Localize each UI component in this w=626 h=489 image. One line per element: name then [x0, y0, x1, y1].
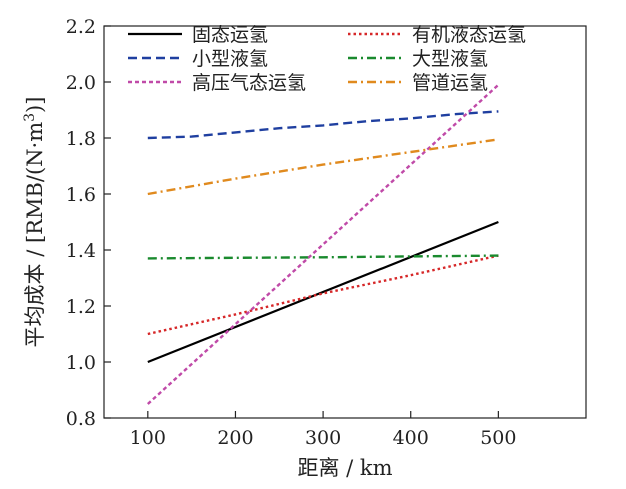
series-line: [146, 83, 500, 405]
y-tick-label: 1.4: [66, 240, 96, 262]
series-line: [147, 110, 499, 140]
y-axis-title-main: 平均成本 / [RMB/(N·m: [23, 122, 47, 348]
y-tick-label: 2.2: [66, 16, 96, 38]
series-line: [147, 220, 499, 364]
y-tick-label: 1.6: [66, 184, 96, 206]
legend-label: 大型液氢: [412, 48, 488, 70]
y-tick-label: 0.8: [66, 408, 96, 430]
y-axis-title: 平均成本 / [RMB/(N·m3)]: [22, 97, 47, 348]
series-line: [147, 254, 499, 336]
series-line: [147, 138, 499, 196]
x-axis-title: 距离 / km: [297, 456, 392, 480]
y-tick-label: 1.0: [66, 352, 96, 374]
legend-label: 有机液态运氢: [412, 24, 526, 46]
plot-frame: [103, 25, 587, 419]
x-tick-label: 400: [393, 427, 429, 449]
x-tick-label: 500: [480, 427, 516, 449]
x-tick-label: 100: [130, 427, 166, 449]
y-axis-title-end: )]: [23, 97, 47, 113]
y-tick-label: 1.8: [66, 128, 96, 150]
x-tick-label: 200: [217, 427, 253, 449]
series-line: [147, 254, 499, 260]
tick-marks: [104, 25, 499, 419]
x-tick-label: 300: [305, 427, 341, 449]
legend-label: 高压气态运氢: [192, 72, 306, 94]
legend-label: 管道运氢: [412, 72, 488, 94]
y-axis-title-sup: 3: [22, 113, 38, 122]
y-tick-label: 1.2: [66, 296, 96, 318]
y-tick-label: 2.0: [66, 72, 96, 94]
legend-label: 小型液氢: [192, 48, 268, 70]
tick-labels: 100 200 300 400 500 0.8 1.0 1.2 1.4 1.6 1.8 2.0 2.2: [66, 16, 517, 449]
series-layer: [146, 83, 500, 405]
legend-label: 固态运氢: [192, 24, 268, 46]
